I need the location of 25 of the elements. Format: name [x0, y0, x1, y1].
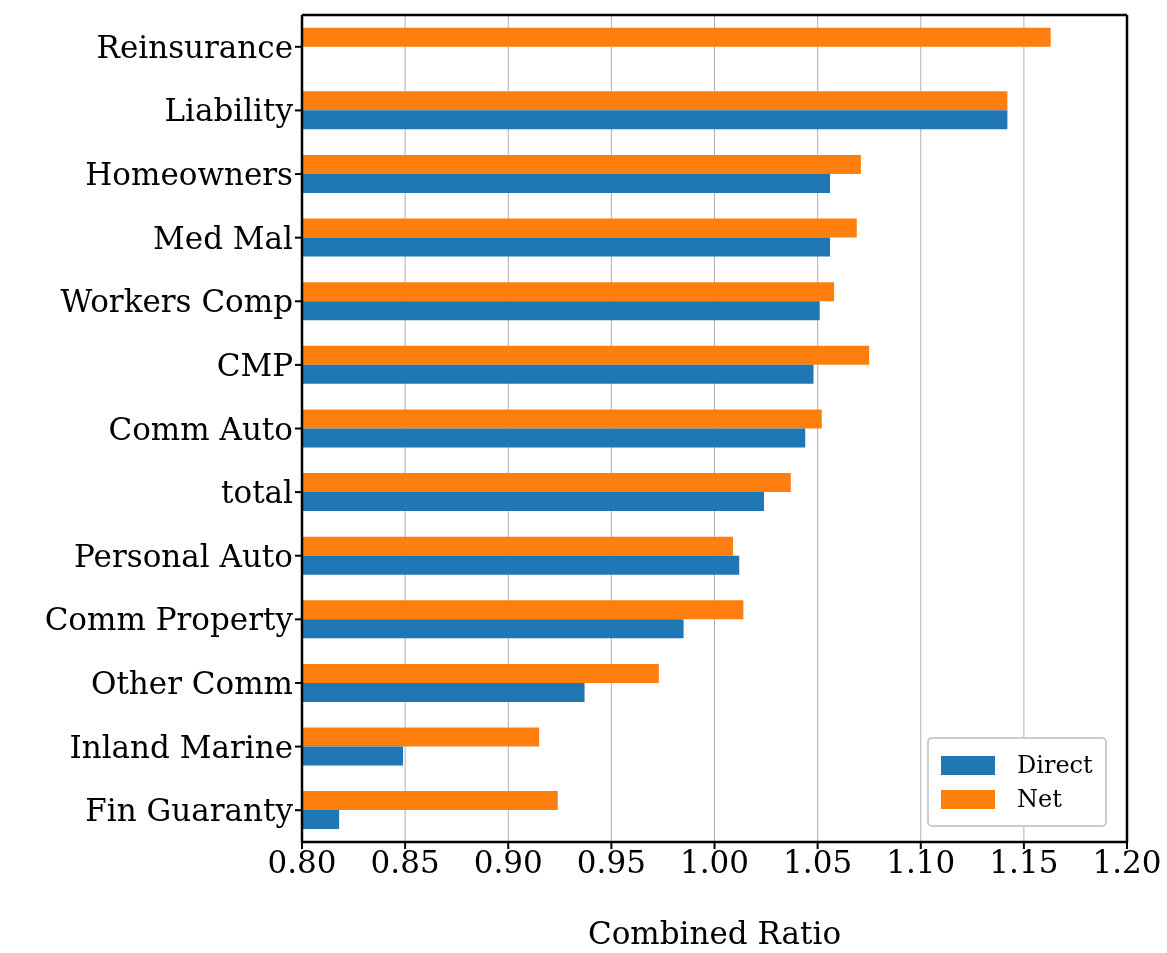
x-tick-label: 0.90	[473, 844, 543, 881]
y-tick-label: Comm Property	[44, 601, 294, 638]
y-tick-label: total	[221, 474, 293, 511]
x-tick-label: 1.05	[783, 844, 853, 881]
y-tick-label: Other Comm	[90, 664, 293, 701]
y-tick-label: Fin Guaranty	[85, 792, 294, 829]
y-tick-label: Med Mal	[153, 219, 293, 256]
x-tick-label: 1.20	[1092, 844, 1162, 881]
y-tick-label: Comm Auto	[108, 410, 293, 447]
y-tick-label: Inland Marine	[69, 728, 293, 765]
x-tick-label: 1.10	[886, 844, 956, 881]
legend-label: Direct	[1017, 751, 1093, 779]
x-tick-label: 1.15	[989, 844, 1059, 881]
y-tick-label: CMP	[216, 346, 293, 383]
x-tick-label: 0.95	[576, 844, 646, 881]
x-axis-title: Combined Ratio	[587, 915, 842, 951]
y-tick-label: Homeowners	[85, 156, 293, 193]
y-tick-label: Workers Comp	[60, 283, 293, 320]
x-tick-label: 0.85	[370, 844, 440, 881]
y-tick-label: Reinsurance	[96, 28, 293, 65]
x-tick-label: 0.80	[267, 844, 337, 881]
x-tick-label: 1.00	[679, 844, 750, 881]
y-tick-label: Personal Auto	[74, 537, 293, 574]
legend-label: Net	[1017, 785, 1062, 813]
y-tick-label: Liability	[164, 92, 294, 129]
